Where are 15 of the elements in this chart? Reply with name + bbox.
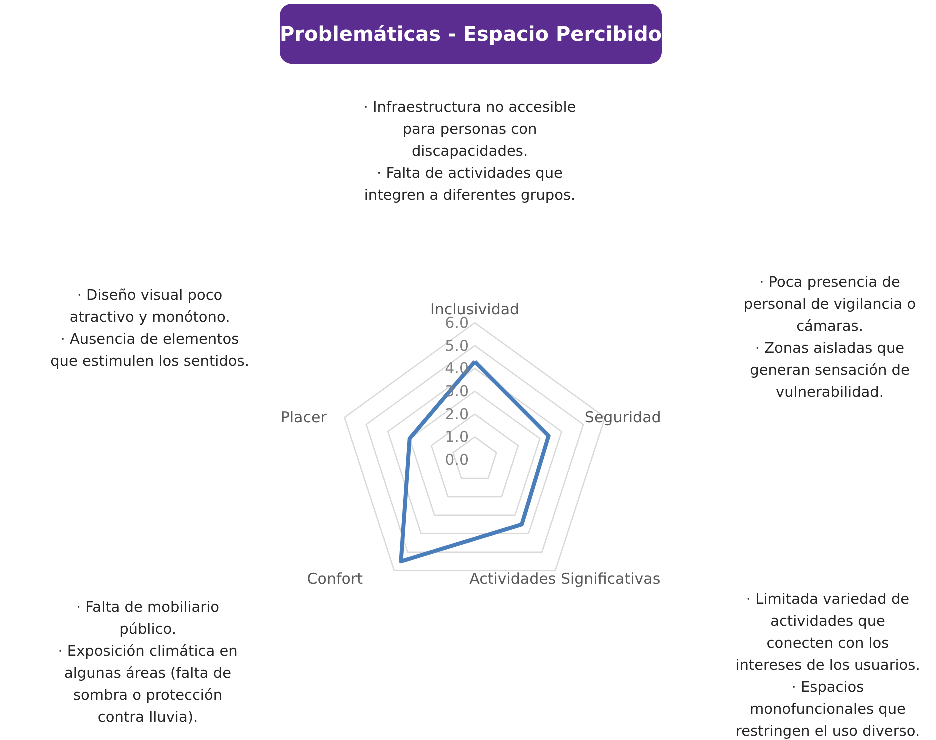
text: · Poca presencia de personal de vigilancia o cámaras. · Zonas aisladas que generan sensación de vulnerabilidad. [744, 275, 916, 401]
chart-title: Problemáticas - Espacio Percibido [280, 22, 662, 46]
y-tick-label: 4.0 [445, 360, 469, 378]
text: · Infraestructura no accesible para personas con discapacidades. · Falta de actividades que integren a diferentes grupos. [364, 100, 576, 204]
spoke-label: Seguridad [584, 408, 662, 427]
text: · Limitada variedad de actividades que conecten con los intereses de los usuarios. · Espacios monofuncionales que restringen el uso diverso. [736, 592, 920, 740]
text: · Diseño visual poco atractivo y monótono. · Ausencia de elementos que estimulen los sentidos. [50, 288, 250, 370]
y-tick-label: 5.0 [445, 336, 469, 355]
y-tick-label: 1.0 [445, 428, 469, 446]
spoke-label: Actividades Significativas [470, 570, 661, 588]
y-tick-label: 0.0 [445, 451, 469, 469]
spoke-label: Confort [307, 570, 364, 588]
spoke-label: Placer [280, 408, 328, 427]
text: · Falta de mobiliario público. · Exposición climática en algunas áreas (falta de sombra o protección contra lluvia). [58, 600, 238, 726]
y-tick-label: 2.0 [445, 405, 469, 424]
